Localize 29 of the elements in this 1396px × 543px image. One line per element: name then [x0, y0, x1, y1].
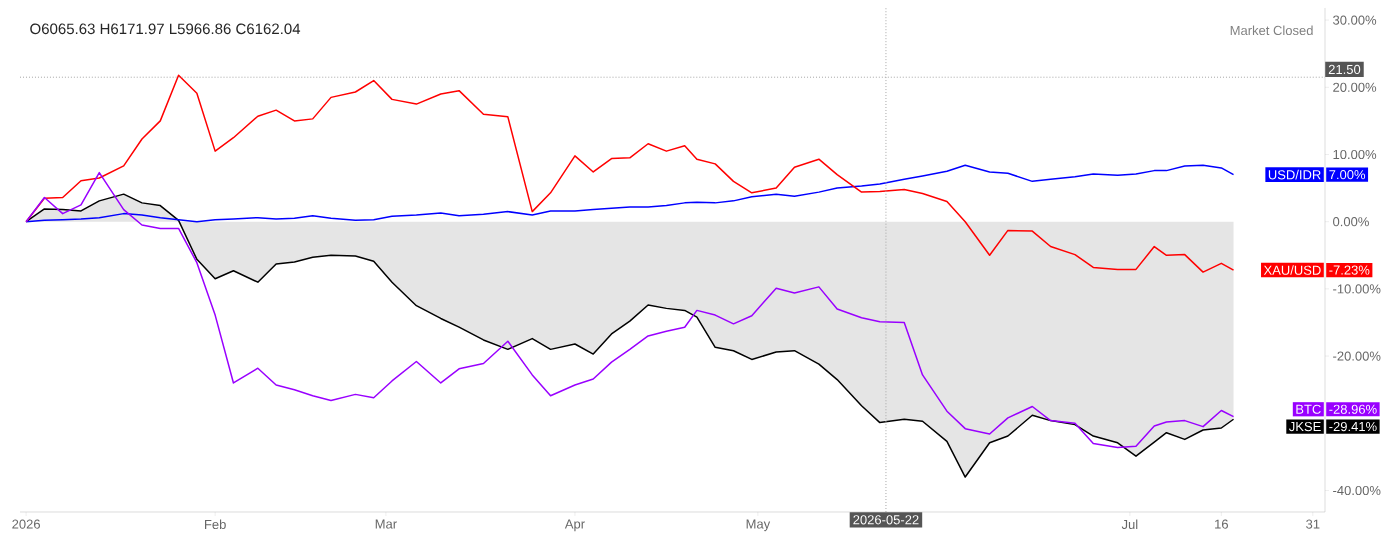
x-tick-label: Apr [564, 519, 585, 532]
legend-label: JKSE [1289, 421, 1321, 432]
y-tick-label: 30.00% [1333, 15, 1377, 25]
y-tick-label: 20.00% [1333, 82, 1377, 92]
legend-label: XAU/USD [1263, 265, 1321, 275]
annotation: Market Closed [1230, 25, 1313, 36]
text: -29.41% [1329, 421, 1377, 432]
legend-label: BTC [1296, 404, 1321, 414]
ref-line-label: 21.50 [1328, 64, 1361, 75]
y-tick-label: 0.00% [1333, 217, 1369, 227]
x-tick-label: Mar [375, 519, 397, 529]
annotation: O6065.63 H6171.97 L5966.86 C6162.04 [30, 23, 301, 35]
text: -7.23% [1329, 265, 1370, 275]
text: 7.00% [1329, 170, 1366, 180]
x-tick-label: 16 [1215, 519, 1228, 529]
text: -28.96% [1329, 404, 1377, 414]
y-tick-label: -20.00% [1333, 351, 1381, 361]
y-tick-label: 10.00% [1333, 149, 1377, 160]
line-series [25, 171, 1235, 449]
x-tick-label: 2026 [12, 519, 40, 529]
x-tick-label: 31 [1306, 519, 1320, 529]
x-tick-label: May [746, 519, 771, 532]
y-tick-label: -40.00% [1333, 485, 1381, 496]
x-tick-label: Jul [1121, 519, 1138, 530]
ref-line-label: 2026-05-22 [853, 515, 919, 525]
y-tick-label: -10.00% [1333, 284, 1381, 294]
legend-label: USD/IDR [1268, 169, 1321, 180]
x-tick-label: Feb [205, 519, 226, 530]
line-series [25, 164, 1235, 223]
